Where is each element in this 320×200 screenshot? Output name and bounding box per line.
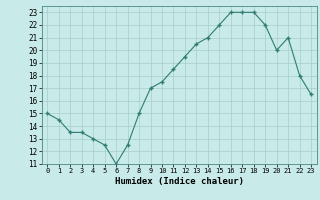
X-axis label: Humidex (Indice chaleur): Humidex (Indice chaleur) — [115, 177, 244, 186]
